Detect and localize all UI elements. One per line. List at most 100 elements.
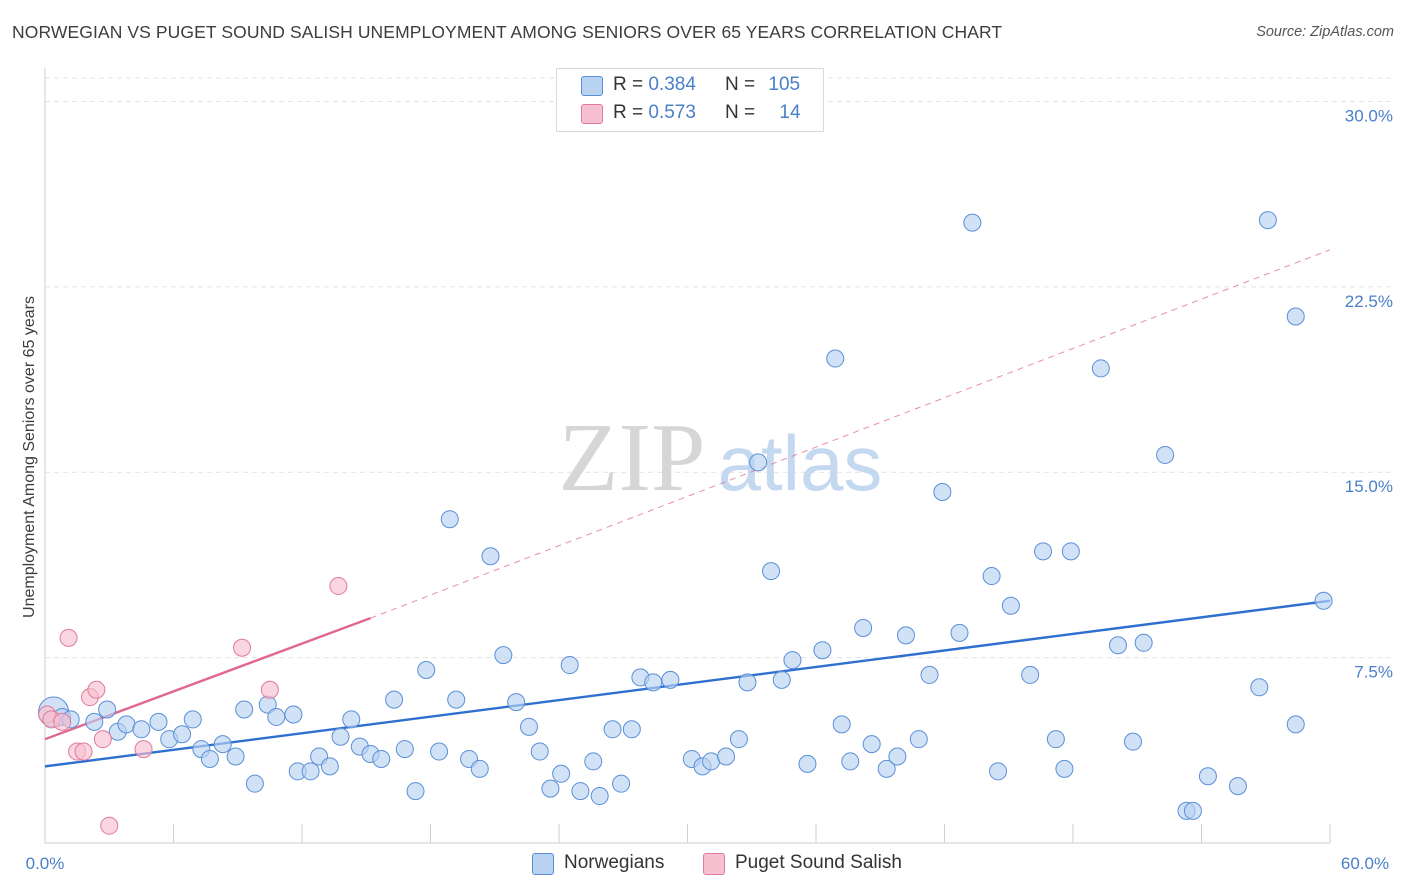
norwegians-point (1061, 542, 1080, 561)
norwegians-point (1198, 767, 1217, 786)
norwegians-point (702, 752, 721, 771)
tick-labels: 7.5% 15.0% 22.5% 30.0% 0.0% 60.0% (26, 106, 1393, 873)
norwegians-point (331, 727, 350, 746)
norwegians-point (395, 740, 414, 759)
puget-sound-salish-point (134, 740, 153, 759)
norwegians-point (933, 483, 952, 502)
norwegians-point (729, 730, 748, 749)
watermark-zip: ZIP (559, 404, 706, 512)
norwegians-point (888, 747, 907, 766)
legend-n-label: N = (725, 102, 756, 123)
norwegians-point (541, 779, 560, 798)
puget-sound-salish-point (59, 628, 78, 647)
norwegians-point (584, 752, 603, 771)
norwegians-point (494, 646, 513, 665)
norwegians-point (1108, 636, 1127, 655)
correlation-legend: R = 0.384 N = 105 R = 0.573 N = 14 (556, 68, 824, 132)
norwegians-point (406, 782, 425, 801)
y-axis-label: Unemployment Among Seniors over 65 years (21, 296, 38, 618)
norwegians-point (798, 754, 817, 773)
norwegians-point (98, 700, 117, 719)
puget-sound-salish-point (74, 742, 93, 761)
norwegians-point (826, 349, 845, 368)
norwegians-point (1001, 596, 1020, 615)
norwegians-point (117, 715, 136, 734)
norwegians-point (841, 752, 860, 771)
data-points (38, 211, 1333, 835)
norwegians-point (372, 749, 391, 768)
norwegians-point (1314, 591, 1333, 610)
legend-label: Puget Sound Salish (735, 852, 902, 873)
norwegians-point (284, 705, 303, 724)
norwegians-trend-line (44, 599, 1331, 768)
norwegians-point (749, 453, 768, 472)
norwegians-point (762, 562, 781, 581)
series-legend: Norwegians Puget Sound Salish (0, 852, 1406, 878)
norwegians-point (470, 759, 489, 778)
puget-sound-salish-point (93, 730, 112, 749)
norwegians-point (552, 764, 571, 783)
norwegians-point (1228, 777, 1247, 796)
legend-r-value: 0.384 (648, 74, 696, 95)
norwegians-point (1250, 678, 1269, 697)
norwegians-point (226, 747, 245, 766)
norwegians-point (877, 759, 896, 778)
norwegians-point (447, 690, 466, 709)
norwegians-point (267, 707, 286, 726)
norwegians-point (963, 213, 982, 232)
puget-sound-salish-point (233, 638, 252, 657)
norwegians-point (1021, 665, 1040, 684)
y-tick-label: 15.0% (1345, 477, 1393, 496)
norwegians-point (1258, 211, 1277, 230)
puget-sound-salish-point (53, 712, 72, 731)
norwegians-point (417, 660, 436, 679)
watermark-atlas: atlas (718, 419, 883, 507)
norwegians-point (950, 623, 969, 642)
norwegians-point (862, 735, 881, 754)
norwegians-point (738, 673, 757, 692)
norwegians-point (571, 782, 590, 801)
norwegians-point (132, 720, 151, 739)
norwegians-point (612, 774, 631, 793)
legend-r-value: 0.573 (648, 102, 696, 123)
legend-swatch-blue (532, 853, 554, 875)
puget-sound-salish-point (100, 816, 119, 835)
norwegians-point (1183, 801, 1202, 820)
norwegians-point (320, 757, 339, 776)
legend-n-label: N = (725, 74, 756, 95)
norwegians-point (245, 774, 264, 793)
puget-sound-salish-point (260, 680, 279, 699)
norwegians-point (1156, 445, 1175, 464)
norwegians-point (183, 710, 202, 729)
norwegians-point (590, 787, 609, 806)
chart-source: Source: ZipAtlas.com (1256, 24, 1394, 40)
grid-lines (45, 77, 1392, 659)
norwegians-point (173, 725, 192, 744)
legend-swatch-pink (703, 853, 725, 875)
norwegians-point (530, 742, 549, 761)
y-tick-label: 30.0% (1345, 106, 1393, 125)
legend-label: Norwegians (564, 852, 665, 873)
norwegians-point (481, 547, 500, 566)
norwegians-point (989, 762, 1008, 781)
norwegians-point (149, 712, 168, 731)
norwegians-point (982, 567, 1001, 586)
norwegians-point (440, 510, 459, 529)
norwegians-point (520, 717, 539, 736)
norwegians-point (622, 720, 641, 739)
norwegians-point (301, 762, 320, 781)
norwegians-point (909, 730, 928, 749)
norwegians-point (507, 693, 526, 712)
legend-swatch-blue (581, 76, 603, 96)
norwegians-point (717, 747, 736, 766)
legend-n-value: 105 (768, 74, 801, 95)
norwegians-point (1123, 732, 1142, 751)
norwegians-point (1134, 633, 1153, 652)
norwegians-point (896, 626, 915, 645)
norwegians-point (1286, 715, 1305, 734)
norwegians-point (1046, 730, 1065, 749)
y-tick-label: 7.5% (1354, 663, 1393, 682)
norwegians-point (1286, 307, 1305, 326)
y-tick-label: 22.5% (1345, 292, 1393, 311)
norwegians-point (1091, 359, 1110, 378)
